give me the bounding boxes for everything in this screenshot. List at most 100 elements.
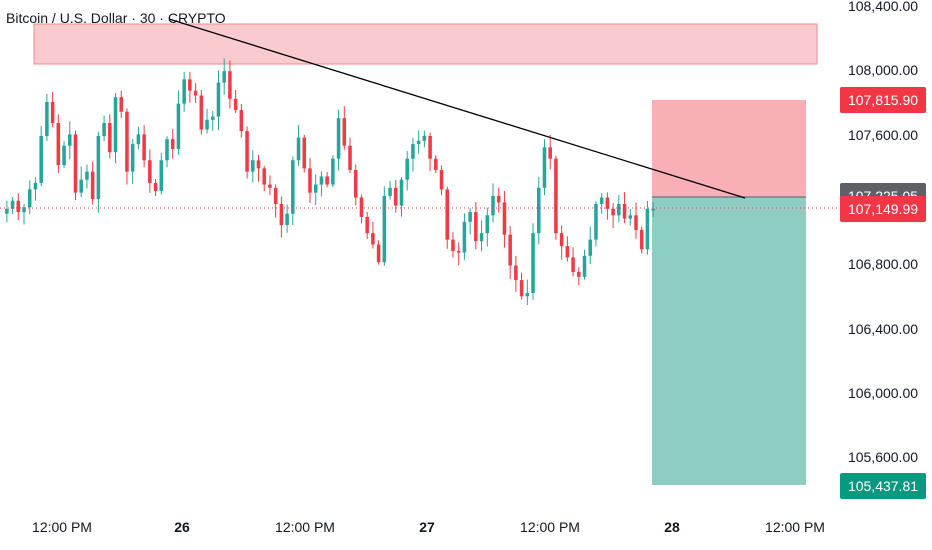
candle-body <box>319 176 324 185</box>
candle-body <box>182 79 186 104</box>
candle-body <box>393 187 398 206</box>
candle-body <box>251 160 255 172</box>
candle-body <box>542 147 547 188</box>
candle-body <box>102 123 106 136</box>
candle-body <box>565 246 570 258</box>
x-axis-day-label: 28 <box>664 519 680 535</box>
candle-body <box>651 208 655 211</box>
y-axis-label: 106,000.00 <box>847 385 919 401</box>
candle-body <box>96 136 101 200</box>
candle-body <box>468 212 472 222</box>
candle-body <box>462 221 467 253</box>
candle-body <box>113 97 118 153</box>
candle-body <box>210 116 215 120</box>
candle-body <box>119 97 124 112</box>
x-axis-label: 12:00 PM <box>520 519 580 535</box>
candle-body <box>45 102 49 136</box>
candle-body <box>313 184 318 193</box>
candle-body <box>142 134 146 161</box>
candle-body <box>559 233 564 247</box>
candle-body <box>336 118 341 159</box>
candle-body <box>165 139 169 161</box>
x-axis-label: 12:00 PM <box>765 519 825 535</box>
candle-body <box>130 144 135 172</box>
candle-body <box>456 250 461 253</box>
candle-body <box>617 203 621 216</box>
candle-body <box>548 147 552 159</box>
candle-body <box>353 169 358 198</box>
candle-body <box>388 187 392 196</box>
take-profit-price-badge: 105,437.81 <box>840 473 926 499</box>
candle-body <box>67 134 72 146</box>
candle-body <box>514 265 518 281</box>
candle-body <box>571 257 575 272</box>
candle-body <box>291 160 295 214</box>
candle-body <box>302 137 307 169</box>
candle-body <box>188 79 192 91</box>
candle-body <box>256 160 261 169</box>
candle-body <box>279 203 284 226</box>
candle-body <box>125 111 129 172</box>
take-profit-zone[interactable] <box>652 197 806 485</box>
candlestick-series <box>5 58 655 305</box>
candle-body <box>348 145 352 170</box>
candle-body <box>451 239 455 251</box>
candle-body <box>10 200 15 209</box>
candle-body <box>62 145 66 166</box>
candle-body <box>79 179 83 193</box>
y-axis-label: 108,000.00 <box>847 62 919 78</box>
candle-body <box>577 271 581 277</box>
candle-body <box>411 144 415 159</box>
candle-body <box>273 187 278 204</box>
candle-body <box>645 208 650 250</box>
candle-body <box>205 119 209 130</box>
candle-body <box>170 139 175 149</box>
candle-body <box>5 208 9 214</box>
current-price-badge: 107,149.99 <box>840 196 926 222</box>
candle-body <box>216 82 221 117</box>
candle-body <box>233 98 238 111</box>
resistance-zone[interactable] <box>33 23 818 65</box>
candle-body <box>285 213 289 226</box>
candle-body <box>325 176 329 185</box>
descending-trendline[interactable] <box>168 18 746 199</box>
candle-body <box>22 207 26 213</box>
y-axis-label: 106,400.00 <box>847 321 919 337</box>
candle-body <box>594 203 598 240</box>
candle-body <box>268 184 272 188</box>
candle-body <box>33 182 38 190</box>
candle-body <box>599 197 604 204</box>
candle-body <box>422 136 427 141</box>
candle-body <box>50 102 55 124</box>
candle-body <box>536 187 541 234</box>
candle-body <box>445 189 450 240</box>
candle-body <box>531 233 535 294</box>
candle-body <box>634 215 638 230</box>
candle-body <box>16 200 21 213</box>
x-axis-day-label: 26 <box>174 519 190 535</box>
candle-body <box>39 136 43 183</box>
candle-body <box>365 216 369 234</box>
candle-body <box>582 255 587 277</box>
candle-body <box>508 234 512 266</box>
candle-body <box>296 137 301 161</box>
candle-body <box>222 71 226 83</box>
candle-body <box>73 134 78 193</box>
candle-body <box>85 171 89 180</box>
candle-body <box>416 140 421 145</box>
candle-body <box>525 293 530 297</box>
candle-body <box>439 169 444 190</box>
stop-loss-zone[interactable] <box>652 100 806 197</box>
candle-body <box>136 134 141 145</box>
candle-body <box>239 110 244 132</box>
candle-body <box>331 158 335 185</box>
candle-body <box>428 136 432 159</box>
candle-body <box>153 182 158 192</box>
y-axis-label: 107,600.00 <box>847 127 919 143</box>
candle-body <box>554 158 558 234</box>
candle-body <box>148 160 152 183</box>
candle-body <box>108 123 112 153</box>
y-axis-label: 108,400.00 <box>847 0 919 14</box>
candle-body <box>588 239 593 256</box>
